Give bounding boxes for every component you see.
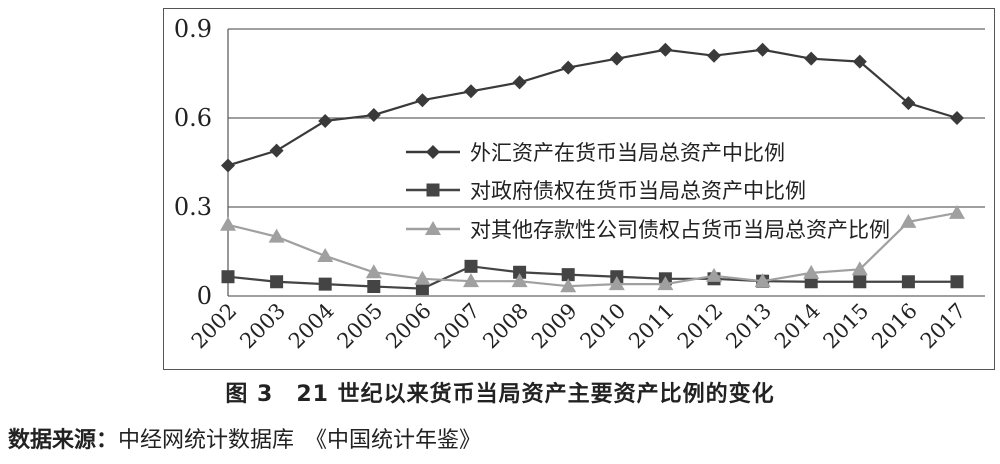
diamond-marker — [415, 93, 430, 108]
y-tick-label: 0.9 — [174, 15, 212, 43]
square-marker — [561, 268, 575, 282]
diamond-marker — [512, 75, 527, 90]
series-3 — [220, 204, 965, 293]
triangle-marker — [220, 216, 236, 231]
x-tick-label: 2010 — [576, 299, 631, 354]
diamond-marker — [366, 108, 381, 123]
x-tick-label: 2005 — [333, 299, 388, 354]
x-tick-label: 2008 — [478, 299, 533, 354]
figure-caption: 图 3 21 世纪以来货币当局资产主要资产比例的变化 — [225, 382, 775, 407]
legend-label: 对其他存款性公司债权占货币当局总资产比例 — [470, 218, 890, 242]
square-marker — [901, 275, 915, 289]
legend-item-3: 对其他存款性公司债权占货币当局总资产比例 — [406, 218, 890, 242]
triangle-marker — [268, 228, 285, 243]
x-tick-label: 2009 — [527, 299, 582, 354]
x-tick-label: 2017 — [916, 299, 971, 354]
diamond-marker — [426, 145, 440, 159]
series-2 — [221, 259, 964, 296]
diamond-marker — [318, 113, 333, 128]
diamond-marker — [950, 111, 964, 125]
triangle-marker — [949, 204, 965, 219]
x-tick-label: 2004 — [284, 299, 339, 354]
triangle-marker — [511, 273, 528, 288]
diamond-marker — [561, 60, 576, 75]
triangle-marker — [414, 270, 431, 285]
diamond-marker — [221, 158, 235, 173]
x-tick-label: 2013 — [721, 299, 776, 354]
square-marker — [415, 282, 429, 296]
legend-label: 对政府债权在货币当局总资产中比例 — [470, 179, 806, 203]
triangle-marker — [706, 267, 722, 282]
x-tick-label: 2016 — [867, 299, 922, 354]
square-marker — [853, 275, 867, 289]
triangle-marker — [900, 213, 917, 228]
triangle-marker — [657, 276, 674, 291]
data-source-text: 中经网统计数据库 《中国统计年鉴》 — [118, 428, 482, 453]
triangle-marker — [608, 276, 625, 291]
diamond-marker — [804, 51, 819, 66]
square-marker — [221, 270, 235, 284]
series-line — [227, 265, 957, 290]
x-tick-label: 2011 — [624, 299, 679, 354]
triangle-marker — [851, 261, 868, 276]
y-tick-label: 0.6 — [174, 104, 212, 132]
diamond-marker — [901, 96, 916, 111]
triangle-marker — [754, 273, 771, 288]
x-tick-label: 2006 — [381, 299, 436, 354]
series-1 — [221, 42, 964, 173]
diamond-marker — [852, 54, 867, 69]
diamond-marker — [464, 84, 478, 99]
triangle-marker — [317, 247, 334, 262]
series-line — [227, 211, 958, 288]
y-tick-label: 0 — [197, 282, 212, 310]
x-tick-label: 2003 — [235, 299, 290, 354]
diamond-marker — [269, 143, 284, 158]
diamond-marker — [658, 42, 673, 57]
square-marker — [464, 259, 478, 273]
triangle-marker — [365, 264, 382, 279]
line-chart: 0.90.60.30200220032004200520062007200820… — [174, 15, 985, 354]
x-tick-label: 2002 — [187, 299, 242, 354]
square-marker — [513, 265, 527, 279]
legend-label: 外汇资产在货币当局总资产中比例 — [470, 141, 785, 165]
x-tick-label: 2015 — [819, 299, 874, 354]
x-tick-label: 2014 — [770, 299, 825, 354]
triangle-marker — [425, 221, 441, 235]
square-marker — [270, 275, 284, 289]
data-source: 数据来源：中经网统计数据库 《中国统计年鉴》 — [8, 422, 481, 454]
diamond-marker — [707, 48, 721, 63]
triangle-marker — [803, 264, 820, 279]
legend-item-1: 外汇资产在货币当局总资产中比例 — [406, 141, 785, 165]
series-line — [227, 48, 958, 167]
y-tick-label: 0.3 — [174, 193, 212, 221]
triangle-marker — [560, 278, 577, 293]
data-source-label: 数据来源： — [8, 428, 119, 453]
square-marker — [426, 183, 440, 197]
x-tick-label: 2012 — [673, 299, 728, 354]
chart-frame — [163, 8, 995, 370]
legend-item-2: 对政府债权在货币当局总资产中比例 — [406, 179, 806, 203]
square-marker — [367, 280, 381, 294]
diamond-marker — [609, 51, 624, 66]
x-tick-label: 2007 — [430, 299, 485, 354]
diamond-marker — [755, 42, 770, 57]
square-marker — [950, 275, 964, 289]
square-marker — [318, 277, 332, 291]
triangle-marker — [463, 273, 479, 288]
